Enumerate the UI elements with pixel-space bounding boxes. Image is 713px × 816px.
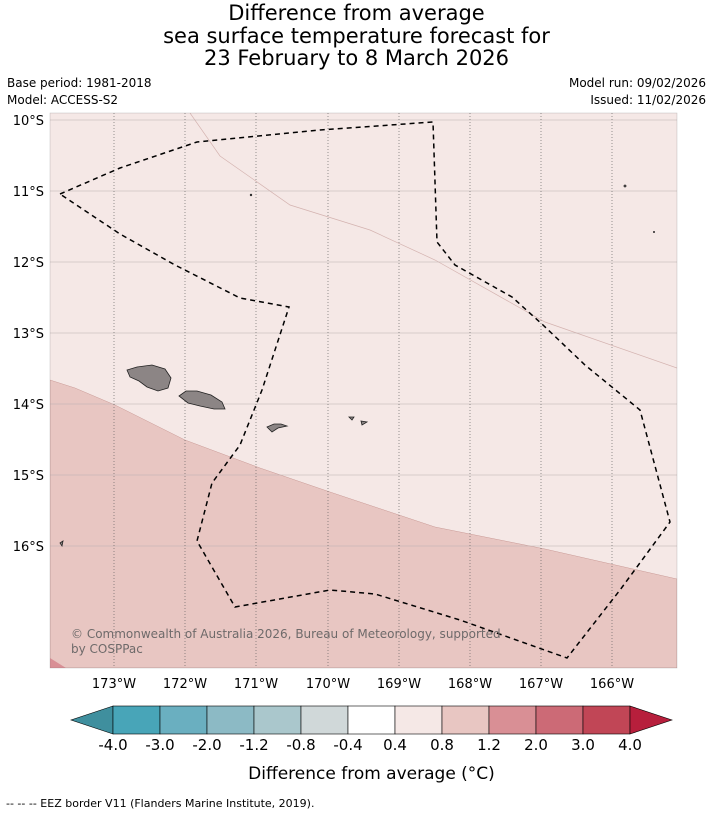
map-frame (49, 112, 678, 669)
colorbar-segment (582, 705, 631, 735)
colorbar-tick-label: -0.4 (333, 736, 363, 754)
colorbar-tick-label: 3.0 (571, 736, 595, 754)
island-manua-1 (348, 416, 355, 421)
islet-ne (623, 184, 627, 188)
colorbar-title: Difference from average (°C) (248, 764, 495, 784)
anomaly-band-1-2-2-0 (50, 658, 66, 668)
title-line-3: 23 February to 8 March 2026 (203, 46, 510, 70)
colorbar-tick-label: 0.8 (430, 736, 454, 754)
colorbar (70, 705, 673, 735)
colorbar-segment (300, 705, 349, 735)
island-tutuila (266, 423, 289, 433)
anomaly-contour-upper (189, 113, 677, 369)
colorbar-segment (112, 705, 161, 735)
islet-e (653, 230, 656, 233)
islet-sw (59, 540, 64, 548)
colorbar-tick-label: -0.8 (286, 736, 316, 754)
lat-label: 14°S (13, 398, 44, 413)
lat-label: 11°S (13, 185, 44, 200)
colorbar-segment (253, 705, 302, 735)
colorbar-extend-low (70, 705, 114, 735)
colorbar-tick-label: -4.0 (98, 736, 128, 754)
colorbar-segment (394, 705, 443, 735)
title-line-2: sea surface temperature forecast for (163, 24, 550, 48)
colorbar-segment (159, 705, 208, 735)
colorbar-tick-label: 1.2 (477, 736, 501, 754)
model-name: Model: ACCESS-S2 (7, 93, 119, 107)
colorbar-extend-high (629, 705, 673, 735)
lat-label: 12°S (13, 256, 44, 271)
copyright-line-2: by COSPPac (71, 642, 143, 656)
lat-label: 10°S (13, 114, 44, 129)
copyright-line-1: © Commonwealth of Australia 2026, Bureau… (71, 627, 501, 641)
lon-label: 173°W (92, 677, 136, 692)
lat-label: 16°S (13, 540, 44, 555)
lon-label: 166°W (590, 677, 634, 692)
eez-legend-note: -- -- -- EEZ border V11 (Flanders Marine… (6, 797, 315, 810)
lon-label: 170°W (306, 677, 350, 692)
colorbar-segment (441, 705, 490, 735)
islet-nw (249, 193, 253, 197)
colorbar-tick-label: -1.2 (239, 736, 269, 754)
lon-label: 169°W (377, 677, 421, 692)
grid-lines (50, 113, 677, 668)
issued-date: Issued: 11/02/2026 (590, 93, 706, 107)
anomaly-band-0-8-1-2 (50, 379, 677, 668)
lon-label: 172°W (163, 677, 207, 692)
model-run: Model run: 09/02/2026 (568, 76, 706, 90)
lat-label: 13°S (13, 327, 44, 342)
lon-label: 171°W (234, 677, 278, 692)
colorbar-segment (206, 705, 255, 735)
lon-label: 168°W (448, 677, 492, 692)
colorbar-tick-label: -3.0 (145, 736, 175, 754)
colorbar-tick-label: 4.0 (618, 736, 642, 754)
colorbar-tick-label: 0.4 (383, 736, 407, 754)
eez-border (58, 121, 671, 659)
colorbar-tick-label: -2.0 (192, 736, 222, 754)
land-masses (59, 184, 656, 548)
lon-label: 167°W (519, 677, 563, 692)
island-upolu (178, 390, 226, 410)
island-savaii (126, 364, 172, 392)
colorbar-segment (488, 705, 537, 735)
lat-label: 15°S (13, 469, 44, 484)
colorbar-segment (347, 705, 396, 735)
base-period: Base period: 1981-2018 (7, 76, 152, 90)
island-manua-2 (360, 420, 369, 426)
colorbar-tick-label: 2.0 (524, 736, 548, 754)
title-line-1: Difference from average (228, 1, 485, 25)
colorbar-segment (535, 705, 584, 735)
